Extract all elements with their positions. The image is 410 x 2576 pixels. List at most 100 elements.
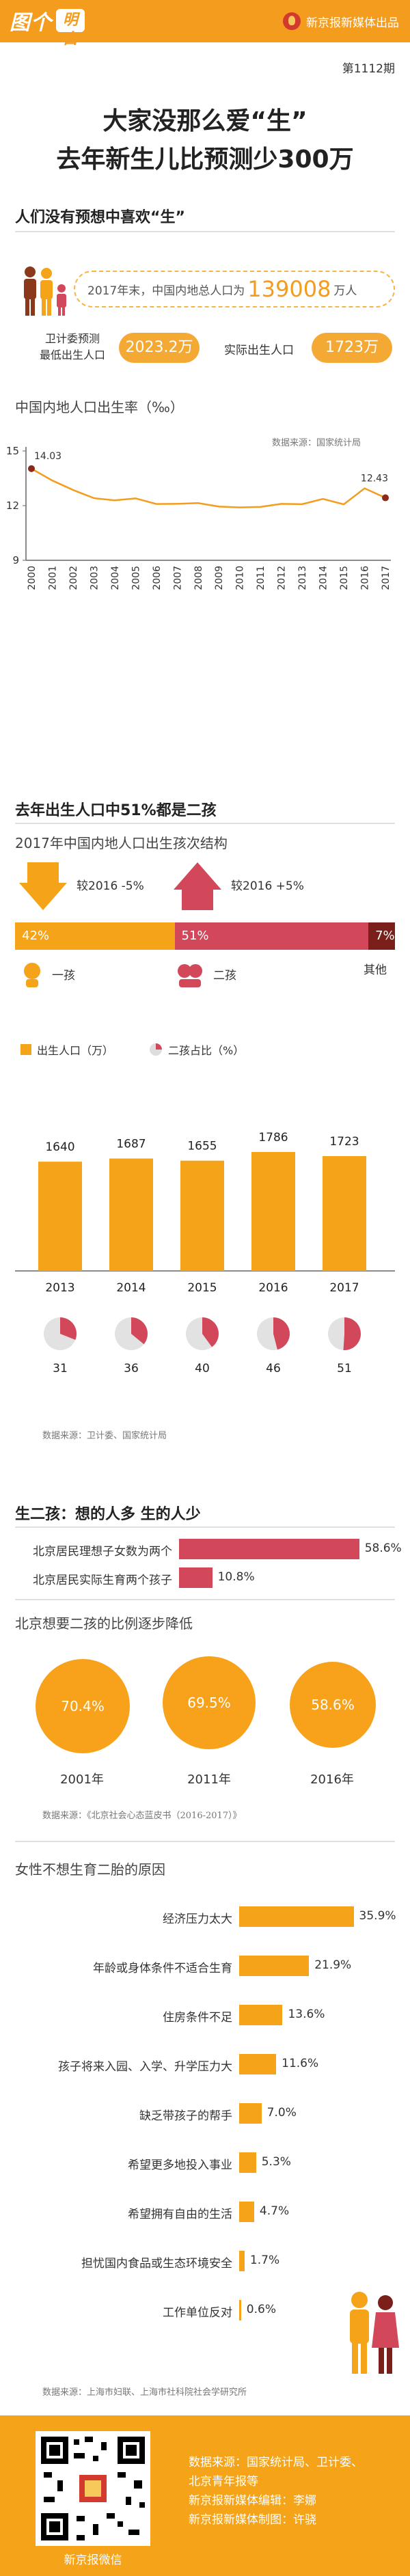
segment-other: 7% [368, 922, 395, 950]
circle-2011: 69.5% [163, 1656, 256, 1749]
legend-other: 其他 [364, 960, 387, 977]
y-tick-label: 12 [6, 499, 19, 512]
circle-2016: 58.6% [290, 1662, 376, 1748]
pie-2015-slice [202, 1317, 219, 1347]
logo: 图个 明白 [10, 7, 85, 48]
segment-first-child: 42% [15, 922, 175, 950]
births-bar-chart: 1640 2013 31 1687 2014 36 1655 2015 40 1786 2016 46… [15, 1131, 395, 1375]
reason-bar [239, 2300, 241, 2320]
brand-flame-icon [283, 12, 301, 30]
footer-line2: 北京青年报等 [189, 2475, 258, 2489]
down-arrow-icon [19, 862, 67, 910]
qr-label: 新京报微信 [64, 2553, 122, 2567]
section2-source: 数据来源：卫计委、国家统计局 [42, 1431, 167, 1441]
legend-other-label: 其他 [364, 963, 387, 977]
predicted-label-line2: 最低出生人口 [39, 348, 105, 361]
hbar3-bar [179, 1539, 359, 1559]
birthrate-line [31, 467, 386, 508]
hbar3-label: 北京居民实际生育两个孩子 [33, 1574, 172, 1587]
reason-bar [239, 2054, 277, 2074]
section2-title: 去年出生人口中51%都是二孩 [15, 802, 217, 819]
actual-label: 实际出生人口 [224, 344, 294, 357]
birthrate-title: 中国内地人口出生率（‰） [15, 399, 184, 415]
total-unit: 万人 [333, 284, 357, 298]
x-tick-label: 2000 [27, 566, 38, 590]
share-legend: 二孩占比（%） [149, 1041, 244, 1058]
bar-category-label: 2013 [45, 1281, 74, 1295]
x-tick-label: 2003 [89, 566, 100, 590]
qr-code[interactable] [36, 2431, 150, 2546]
x-tick-label: 2011 [256, 566, 266, 590]
reason-value: 1.7% [249, 2253, 280, 2267]
reason-value: 4.7% [259, 2204, 290, 2218]
bar-value-label: 1687 [116, 1138, 146, 1151]
reason-value: 7.0% [266, 2106, 297, 2120]
x-tick-label: 2006 [152, 566, 163, 590]
x-tick-label: 2001 [47, 566, 58, 590]
birth-order-stacked-bar: 42% 51% 7% [15, 922, 395, 950]
decline-title: 北京想要二孩的比例逐步降低 [15, 1615, 193, 1632]
bar-value-label: 1723 [329, 1135, 359, 1149]
first-child-change: 较2016 -5% [77, 879, 144, 893]
couple-icon [350, 2292, 399, 2374]
pie-2013-slice [60, 1317, 77, 1340]
reason-bar [239, 2103, 262, 2124]
main-title-line1: 大家没那么爱“生” [102, 107, 308, 135]
x-tick-label: 2005 [131, 566, 141, 590]
y-tick-label: 15 [6, 445, 19, 457]
footer-line3: 新京报新媒体编辑：李娜 [189, 2494, 316, 2508]
reason-label: 孩子将来入园、入学、升学压力大 [58, 2060, 232, 2074]
total-prefix: 2017年末，中国内地总人口为 [87, 284, 245, 298]
reason-bar [239, 2005, 283, 2025]
section4-title: 女性不想生育二胎的原因 [15, 1861, 165, 1878]
two-kids-icon [178, 964, 202, 987]
section3-divider-2 [15, 1599, 395, 1600]
year-2001: 2001年 [60, 1772, 104, 1787]
hbar3-bar [179, 1567, 213, 1588]
section2-subtitle: 2017年中国内地人口出生孩次结构 [15, 835, 228, 851]
reason-value: 11.6% [282, 2057, 319, 2070]
legend-first-child-label: 一孩 [52, 968, 75, 983]
pie-2017-slice [343, 1317, 361, 1350]
logo-text: 图个 [10, 11, 52, 35]
bar-value-label: 1640 [45, 1140, 74, 1154]
reason-label: 年龄或身体条件不适合生育 [93, 1962, 232, 1975]
reason-bar [239, 2251, 245, 2271]
brand-text: 新京报新媒体出品 [306, 16, 399, 30]
x-tick-label: 2004 [110, 566, 121, 590]
total-population-box: 2017年末，中国内地总人口为 139008 万人 [74, 271, 395, 307]
births-legend-swatch [20, 1044, 31, 1055]
actual-value: 1723万 [312, 333, 392, 363]
pie-share-label: 51 [337, 1362, 352, 1375]
reason-label: 经济压力太大 [163, 1913, 232, 1926]
x-tick-label: 2009 [214, 566, 225, 590]
bar-2014 [109, 1158, 153, 1271]
hbar3-label: 北京居民理想子女数为两个 [33, 1545, 172, 1559]
x-tick-label: 2017 [381, 566, 392, 590]
reason-bar [239, 2202, 254, 2222]
y-tick-label: 9 [12, 554, 19, 566]
pie-share-label: 36 [124, 1362, 139, 1375]
x-tick-label: 2008 [193, 566, 204, 590]
bar-category-label: 2015 [187, 1281, 217, 1295]
reason-value: 5.3% [261, 2155, 291, 2169]
reason-label: 缺乏带孩子的帮手 [139, 2109, 232, 2123]
births-legend-label: 出生人口（万） [37, 1044, 114, 1057]
x-tick-label: 2010 [235, 566, 246, 590]
pie-share-label: 46 [266, 1362, 281, 1375]
section3-source: 数据来源：《北京社会心态蓝皮书（2016-2017）》 [42, 1811, 242, 1821]
predicted-value: 2023.2万 [119, 333, 200, 363]
pie-2016-slice [273, 1317, 290, 1350]
footer-line1: 数据来源：国家统计局、卫计委、 [189, 2456, 363, 2469]
pie-legend-icon [150, 1043, 162, 1056]
legend-first-child: 一孩 [20, 960, 75, 987]
bar-value-label: 1655 [187, 1140, 217, 1153]
logo-mark: 明白 [56, 9, 85, 48]
year-2011: 2011年 [187, 1772, 231, 1787]
year-2016: 2016年 [310, 1772, 354, 1787]
x-tick-label: 2014 [318, 566, 329, 590]
legend-second-child: 二孩 [175, 960, 236, 987]
bar-category-label: 2014 [116, 1281, 146, 1295]
x-tick-label: 2012 [277, 566, 288, 590]
